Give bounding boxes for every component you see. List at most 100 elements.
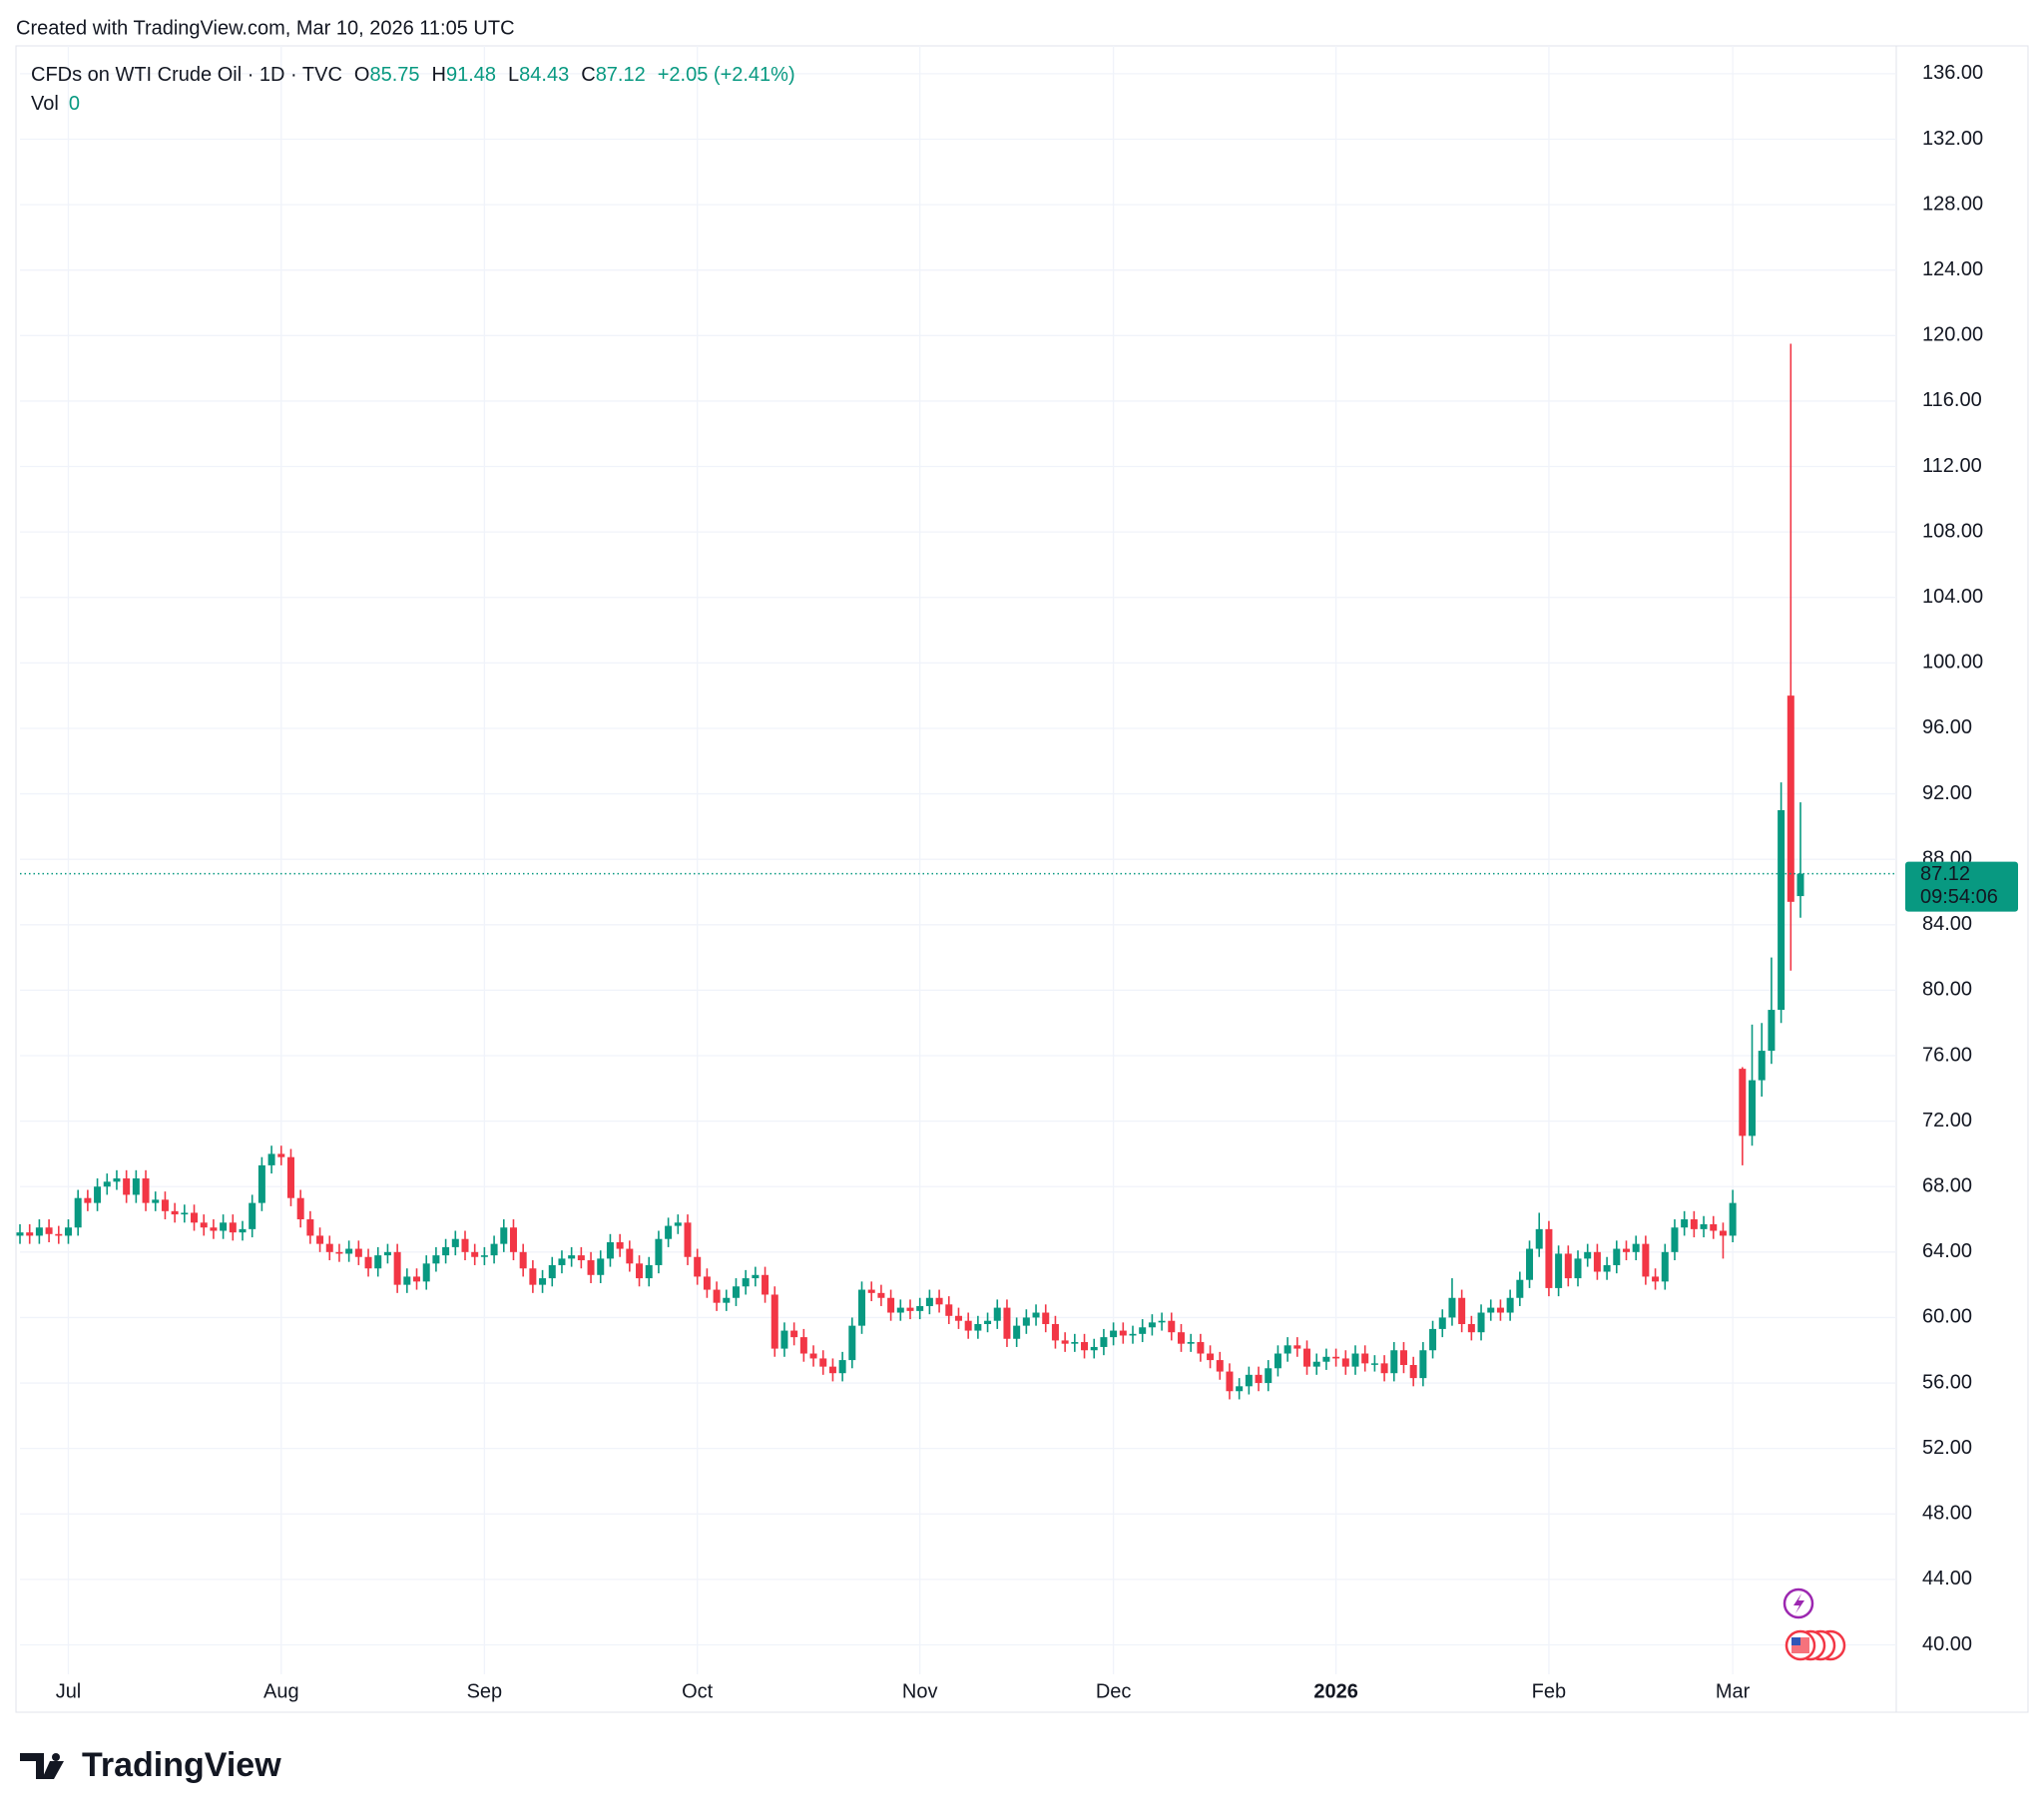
- candle-body: [1042, 1312, 1050, 1324]
- candle-body: [703, 1276, 711, 1290]
- candle-body: [1312, 1361, 1320, 1367]
- candle-body: [1399, 1350, 1407, 1366]
- y-tick-label: 44.00: [1922, 1568, 1972, 1589]
- legend-symbol: CFDs on WTI Crude Oil · 1D · TVC: [31, 64, 342, 86]
- candle-body: [132, 1178, 140, 1195]
- candle-body: [16, 1232, 24, 1236]
- candle-body: [1613, 1248, 1621, 1265]
- candle-body: [335, 1251, 343, 1254]
- candle-body: [345, 1248, 353, 1254]
- y-tick-label: 120.00: [1922, 324, 1983, 346]
- candle-body: [200, 1222, 208, 1228]
- candle-body: [1622, 1248, 1630, 1252]
- candle-body: [799, 1337, 807, 1354]
- y-tick-label: 108.00: [1922, 520, 1983, 542]
- candle-body: [1758, 1051, 1766, 1081]
- y-tick-label: 136.00: [1922, 62, 1983, 84]
- x-tick-label: 2026: [1313, 1680, 1358, 1702]
- logo-text: TradingView: [82, 1746, 281, 1784]
- candle-body: [1100, 1337, 1108, 1347]
- candle-body: [123, 1178, 131, 1195]
- candle-body: [1187, 1342, 1195, 1344]
- candle-body: [954, 1315, 962, 1321]
- y-tick-label: 92.00: [1922, 782, 1972, 804]
- candle-body: [1390, 1350, 1398, 1374]
- candle-body: [1322, 1356, 1330, 1362]
- legend-o: O: [354, 64, 370, 86]
- candle-body: [1584, 1251, 1592, 1259]
- candle-body: [461, 1238, 469, 1252]
- logo: TradingView: [20, 1746, 281, 1784]
- candle-body: [1283, 1345, 1291, 1354]
- candle-body: [732, 1286, 740, 1298]
- candle-body: [1477, 1312, 1485, 1333]
- candle-body: [142, 1178, 150, 1203]
- y-tick-label: 64.00: [1922, 1240, 1972, 1262]
- candle-body: [1642, 1243, 1650, 1277]
- candle-body: [94, 1186, 102, 1203]
- y-tick-label: 40.00: [1922, 1633, 1972, 1655]
- candle-body: [161, 1199, 169, 1211]
- legend-h: H: [432, 64, 446, 86]
- y-tick-label: 112.00: [1922, 455, 1982, 477]
- candle-body: [674, 1222, 682, 1226]
- y-tick-label: 128.00: [1922, 193, 1983, 215]
- candle-body: [1700, 1223, 1708, 1229]
- candle-body: [1274, 1353, 1281, 1369]
- candle-body: [74, 1197, 82, 1228]
- candle-body: [1796, 873, 1804, 897]
- candle-body: [316, 1235, 324, 1244]
- candle-body: [500, 1227, 508, 1244]
- candle-body: [974, 1323, 982, 1331]
- y-tick-label: 116.00: [1922, 389, 1982, 411]
- candle-body: [403, 1276, 411, 1285]
- legend-c: C: [581, 64, 595, 86]
- candle-body: [152, 1199, 160, 1203]
- candle-body: [84, 1197, 92, 1203]
- candle-body: [413, 1276, 421, 1282]
- x-tick-label: Jul: [56, 1680, 82, 1702]
- candle-body: [606, 1241, 614, 1259]
- candle-body: [1293, 1345, 1301, 1349]
- candle-body: [858, 1289, 866, 1326]
- legend-change: +2.05 (+2.41%): [658, 64, 795, 86]
- candle-body: [568, 1255, 576, 1259]
- candle-body: [694, 1256, 702, 1277]
- candle-body: [1216, 1360, 1224, 1372]
- candle-body: [1351, 1353, 1359, 1367]
- event-icon: [1793, 1593, 1804, 1613]
- candle-body: [45, 1227, 53, 1234]
- vol-label: Vol: [31, 93, 59, 115]
- candle-body: [1564, 1253, 1572, 1279]
- candle-body: [1496, 1307, 1504, 1313]
- y-tick-label: 72.00: [1922, 1110, 1972, 1132]
- candle-body: [422, 1263, 430, 1282]
- candle-body: [626, 1248, 634, 1264]
- candle-body: [354, 1248, 362, 1257]
- legend-open: 85.75: [369, 64, 419, 86]
- vol-value: 0: [69, 93, 80, 115]
- candle-body: [548, 1264, 556, 1279]
- candle-body: [432, 1255, 440, 1264]
- candle-body: [1652, 1276, 1660, 1282]
- candle-body: [471, 1251, 479, 1257]
- candle-body: [1119, 1330, 1127, 1336]
- chart-frame: [15, 45, 2029, 1713]
- candle-body: [191, 1212, 199, 1223]
- candle-body: [1593, 1251, 1601, 1272]
- candle-body: [1778, 809, 1786, 1011]
- y-tick-label: 104.00: [1922, 586, 1983, 608]
- candle-body: [1081, 1342, 1089, 1351]
- candle-body: [1429, 1328, 1437, 1351]
- candle-body: [1341, 1358, 1349, 1367]
- y-tick-label: 60.00: [1922, 1306, 1972, 1328]
- legend: CFDs on WTI Crude Oil · 1D · TVC O85.75 H9…: [31, 64, 795, 86]
- candle-body: [55, 1233, 63, 1236]
- candle-body: [1710, 1223, 1718, 1231]
- candle-body: [490, 1243, 498, 1256]
- candle-body: [267, 1153, 275, 1165]
- candle-body: [1158, 1320, 1166, 1323]
- y-tick-label: 56.00: [1922, 1371, 1972, 1393]
- candle-body: [1438, 1317, 1446, 1329]
- candle-body: [1129, 1333, 1137, 1336]
